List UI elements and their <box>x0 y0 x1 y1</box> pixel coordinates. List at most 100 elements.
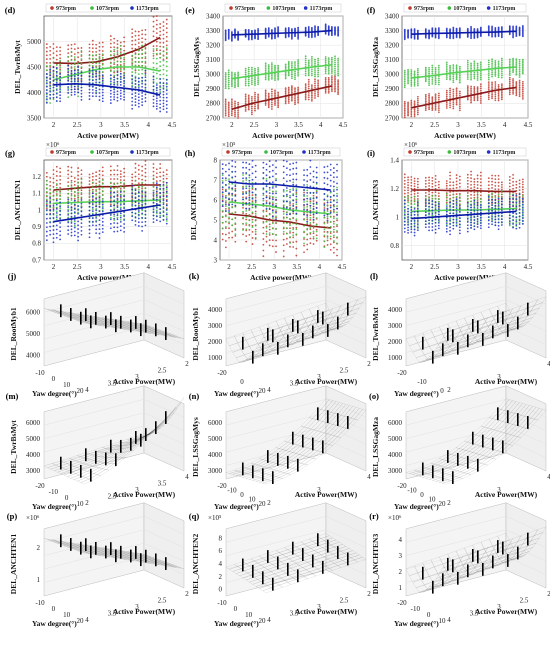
data-point <box>228 216 230 219</box>
data-point <box>487 74 490 77</box>
data-point <box>234 109 236 112</box>
data-point <box>518 70 521 73</box>
data-point <box>113 93 116 96</box>
data-point <box>512 173 514 176</box>
data-point <box>494 63 497 66</box>
data-point <box>137 38 140 41</box>
x-tick-label: 4 <box>319 121 323 129</box>
data-point <box>277 106 280 109</box>
data-point <box>77 191 80 194</box>
data-point <box>289 227 291 230</box>
data-point <box>101 82 104 85</box>
data-point <box>445 95 448 98</box>
data-point <box>67 76 70 79</box>
data-point <box>473 73 476 76</box>
data-point <box>317 95 320 98</box>
data-point <box>52 208 55 211</box>
data-point <box>231 188 234 191</box>
data-point <box>165 48 168 51</box>
data-point <box>162 55 165 57</box>
data-point <box>416 101 419 104</box>
data-point <box>512 81 514 84</box>
data-point <box>98 177 101 180</box>
data-point <box>306 200 309 203</box>
data-point <box>314 78 316 81</box>
data-point <box>251 197 254 200</box>
data-point <box>262 197 265 200</box>
data-point <box>479 178 482 180</box>
data-point <box>45 204 48 207</box>
data-point <box>500 89 503 92</box>
data-point <box>101 217 104 220</box>
data-point <box>479 83 482 86</box>
data-point <box>500 96 503 99</box>
data-point <box>410 81 413 84</box>
data-point <box>123 230 126 233</box>
data-point <box>245 197 248 200</box>
fit-line <box>231 29 332 36</box>
data-point <box>268 228 271 231</box>
data-point <box>336 219 338 222</box>
data-point <box>162 211 165 214</box>
data-point <box>416 192 419 195</box>
data-point <box>403 104 406 107</box>
data-point <box>45 200 48 203</box>
data-point <box>116 83 119 86</box>
data-point <box>98 232 101 235</box>
data-point <box>245 216 248 218</box>
data-point <box>155 172 158 175</box>
data-point <box>113 191 116 194</box>
data-point <box>248 168 251 171</box>
data-point <box>330 78 333 81</box>
data-point <box>324 23 327 26</box>
data-point <box>292 194 295 197</box>
data-point <box>337 65 340 67</box>
data-point <box>304 57 307 60</box>
data-point <box>458 74 461 77</box>
data-point <box>254 193 257 196</box>
data-point <box>70 80 73 83</box>
data-point <box>113 76 116 79</box>
data-point <box>312 197 315 200</box>
data-point <box>224 170 227 173</box>
data-point <box>165 40 168 43</box>
data-point <box>45 95 48 98</box>
data-point <box>290 66 293 69</box>
data-point <box>487 96 490 99</box>
data-point <box>55 89 58 91</box>
data-point <box>282 165 285 168</box>
data-point <box>165 188 168 191</box>
data-point <box>332 176 335 179</box>
data-point <box>431 96 434 98</box>
data-point <box>155 168 158 171</box>
legend-label: 1073rpm <box>453 6 476 12</box>
data-point <box>49 66 52 68</box>
data-point <box>101 224 104 227</box>
data-point <box>244 95 247 98</box>
data-point <box>285 187 288 189</box>
data-point <box>137 34 140 37</box>
legend-label: 1173rpm <box>136 150 159 156</box>
data-point <box>162 189 165 191</box>
data-point <box>518 66 521 69</box>
data-point <box>487 81 490 83</box>
data-point <box>336 182 338 185</box>
data-point <box>326 183 329 186</box>
data-point <box>330 83 333 86</box>
data-point <box>458 105 461 108</box>
data-point <box>244 73 247 76</box>
data-point <box>234 100 236 103</box>
data-point <box>113 61 116 64</box>
data-point <box>287 91 290 94</box>
data-point <box>413 81 416 84</box>
data-point <box>449 102 451 105</box>
data-point <box>49 90 52 93</box>
data-point <box>152 85 155 88</box>
data-point <box>324 68 327 71</box>
data-point <box>277 101 280 104</box>
data-point <box>285 200 288 203</box>
data-point <box>55 64 58 66</box>
data-point <box>289 222 291 225</box>
data-point <box>310 86 313 88</box>
data-point <box>52 217 55 219</box>
